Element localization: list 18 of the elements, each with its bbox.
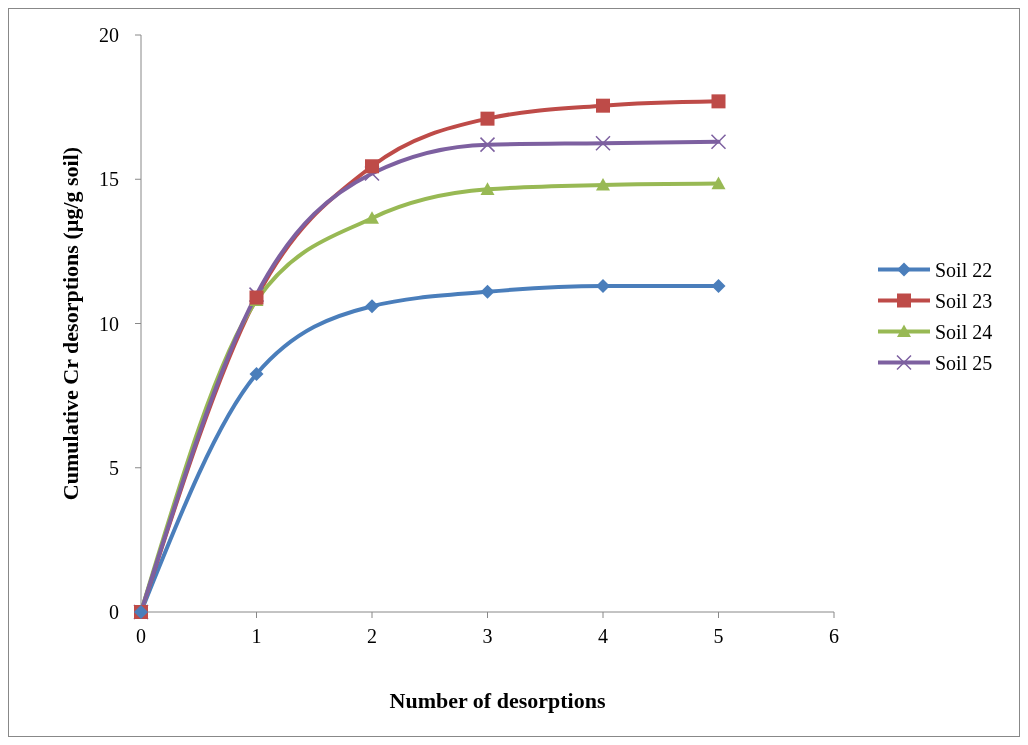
x-tick-label: 4: [598, 625, 608, 647]
x-tick-label: 0: [136, 625, 146, 647]
x-tick-label: 6: [829, 625, 839, 647]
y-tick-label: 10: [99, 312, 119, 335]
y-tick-label: 0: [109, 601, 119, 623]
x-tick-label: 5: [713, 625, 724, 647]
x-tick-label: 3: [482, 625, 493, 647]
legend-label: Soil 24: [935, 320, 993, 343]
y-tick-label: 15: [99, 168, 119, 191]
x-axis-title: Number of desorptions: [389, 688, 606, 713]
x-tick-label: 2: [367, 625, 377, 647]
x-tick-label: 1: [251, 625, 262, 647]
legend-label: Soil 25: [935, 351, 993, 374]
legend-label: Soil 22: [935, 258, 993, 281]
y-axis-title: Cumulative Cr desorptions (µg/g soil): [58, 146, 83, 501]
y-tick-label: 5: [109, 456, 119, 479]
legend-label: Soil 23: [935, 289, 993, 312]
y-tick-label: 20: [99, 24, 119, 46]
